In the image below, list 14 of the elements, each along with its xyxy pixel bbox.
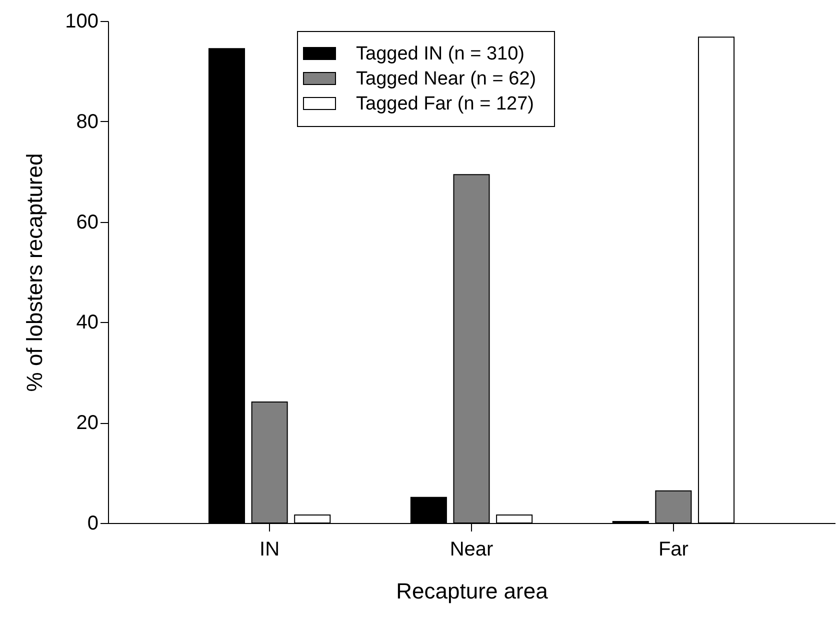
x-tick-label: IN — [260, 538, 280, 560]
y-tick-label: 40 — [76, 312, 98, 334]
y-tick-label: 80 — [76, 110, 98, 133]
legend-label: Tagged Far (n = 127) — [356, 94, 534, 114]
y-axis-title: % of lobsters recaptured — [22, 153, 48, 392]
y-tick-label: 0 — [87, 512, 98, 534]
y-tick-label: 20 — [76, 412, 98, 434]
y-tick-label: 60 — [76, 211, 98, 234]
x-tick-label: Far — [658, 538, 689, 560]
legend-label: Tagged IN (n = 310) — [356, 44, 524, 64]
y-tick-label: 100 — [65, 10, 98, 32]
legend-label: Tagged Near (n = 62) — [356, 68, 536, 90]
x-tick-label: Near — [450, 538, 494, 560]
x-axis-title: Recapture area — [396, 578, 549, 604]
